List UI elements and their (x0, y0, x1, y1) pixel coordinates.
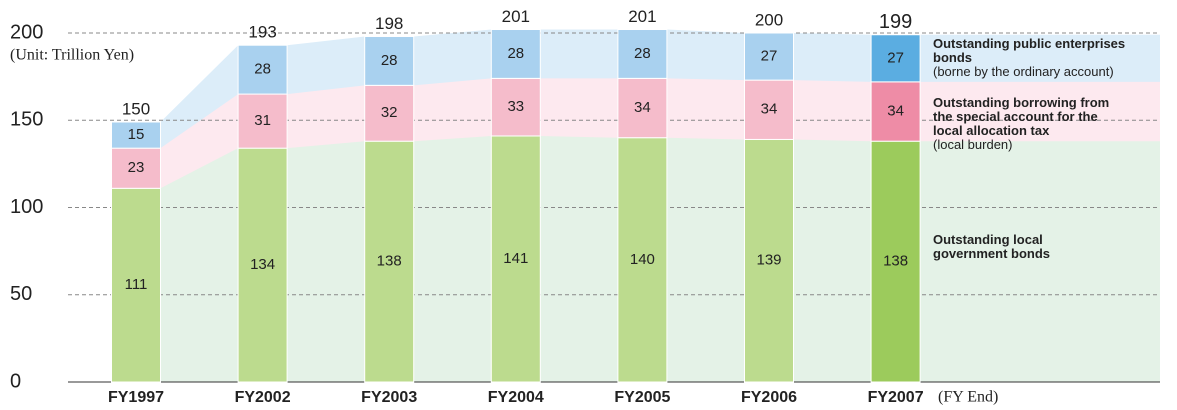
bar-segment (111, 121, 161, 149)
data-label: 31 (254, 112, 271, 129)
data-label: 33 (507, 98, 524, 115)
data-label: 28 (254, 61, 271, 78)
bar-segment (364, 84, 415, 142)
bar-segment (364, 140, 415, 383)
data-label: 134 (250, 256, 275, 273)
bar-segment (490, 77, 541, 137)
legend-note: (borne by the ordinary account) (933, 64, 1114, 79)
bar-segment (237, 93, 288, 149)
total-label: 199 (879, 11, 912, 33)
data-label: 34 (887, 102, 904, 119)
unit-label: (Unit: Trillion Yen) (10, 47, 134, 64)
data-label: 28 (507, 45, 524, 62)
y-tick-label: 150 (10, 109, 43, 131)
legend-item: Outstanding borrowing from the special a… (933, 96, 1129, 152)
x-tick-label: FY2005 (614, 389, 670, 406)
y-tick-label: 50 (10, 283, 32, 305)
data-label: 27 (761, 48, 778, 65)
data-label: 27 (887, 49, 904, 66)
total-label: 201 (502, 7, 530, 26)
bar-segment (870, 34, 921, 83)
x-tick-label: FY1997 (108, 389, 164, 406)
y-tick-label: 0 (10, 370, 21, 392)
data-label: 34 (761, 101, 778, 118)
data-label: 139 (756, 252, 781, 269)
bar-segment (490, 29, 541, 79)
data-label: 32 (381, 104, 398, 121)
bar-segment (617, 77, 668, 139)
bar-segment (617, 29, 668, 79)
x-tick-label: FY2007 (868, 389, 924, 406)
total-label: 201 (628, 7, 656, 26)
data-label: 138 (377, 253, 402, 270)
x-tick-label: FY2006 (741, 389, 797, 406)
x-tick-label: FY2004 (488, 389, 544, 406)
data-label: 140 (630, 251, 655, 268)
total-label: 193 (248, 23, 276, 42)
bar-segment (237, 44, 288, 95)
total-label: 200 (755, 10, 783, 29)
total-label: 150 (122, 99, 150, 118)
x-tick-label: FY2002 (235, 389, 291, 406)
legend-label: Outstanding borrowing from the special a… (933, 95, 1110, 138)
legend-item: Outstanding public enterprises bonds (bor… (933, 37, 1129, 79)
legend-label: Outstanding local government bonds (933, 232, 1051, 261)
data-label: 28 (634, 45, 651, 62)
bar-segment (490, 135, 541, 383)
data-label: 28 (381, 52, 398, 69)
bar-segment (111, 187, 161, 383)
x-tick-label: FY2003 (361, 389, 417, 406)
data-label: 111 (125, 276, 148, 293)
legend-note: (local burden) (933, 137, 1013, 152)
y-tick-label: 100 (10, 196, 43, 218)
bar-segment (744, 138, 794, 383)
bar-segment (364, 35, 415, 86)
legend-item: Outstanding local government bonds (933, 233, 1108, 261)
bar-segment (744, 32, 794, 81)
bar-segment (744, 79, 794, 140)
data-label: 34 (634, 99, 651, 116)
data-label: 23 (128, 159, 145, 176)
bar-segment (870, 140, 921, 383)
data-label: 138 (883, 253, 908, 270)
data-label: 15 (128, 126, 145, 143)
data-label: 141 (503, 250, 528, 267)
bar-segment (237, 147, 288, 383)
total-label: 198 (375, 14, 403, 33)
y-tick-label: 200 (10, 21, 43, 43)
legend-label: Outstanding public enterprises bonds (933, 36, 1126, 65)
x-suffix: (FY End) (938, 389, 998, 406)
